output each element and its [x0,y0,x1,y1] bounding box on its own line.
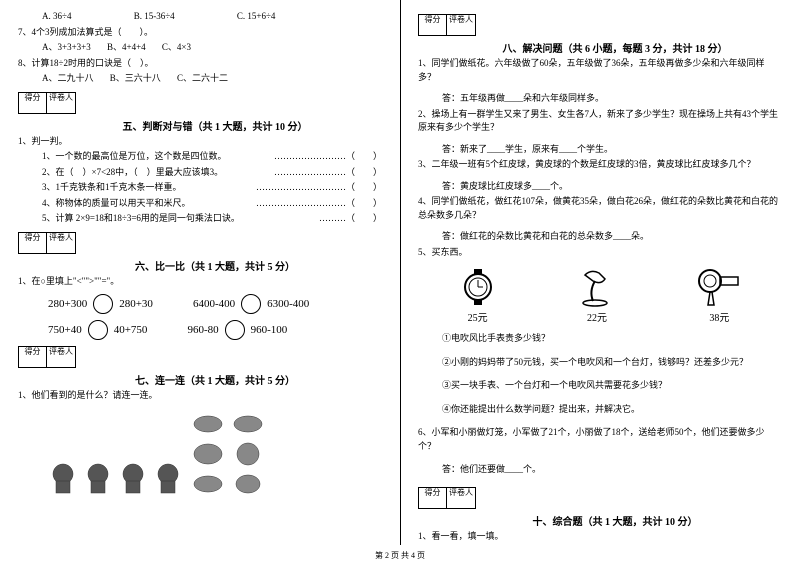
item-lamp: 22元 [575,267,619,324]
section-6-head: 得分 评卷人 [18,232,382,254]
q4-ans: 答：做红花的朵数比黄花和白花的总朵数多____朵。 [418,230,782,244]
score-box: 得分 评卷人 [418,487,476,509]
q6-ans: 答：他们还要做____个。 [418,463,782,477]
cmp-left: 750+40 [48,324,82,336]
score-label: 得分 [419,15,446,25]
q5-sub-1: ①电吹风比手表贵多少钱？ [418,332,782,346]
section-5-head: 得分 评卷人 [18,92,382,114]
grader-label: 评卷人 [47,347,75,357]
page-footer: 第 2 页 共 4 页 [0,550,800,561]
right-column: 得分 评卷人 八、解决问题（共 6 小题，每题 3 分，共计 18 分） 1、同… [400,0,800,545]
q7: 7、4个3列成加法算式是（ ）。 [18,26,382,40]
grader-label: 评卷人 [447,488,475,498]
q8-options: A、二九十八 B、三六十八 C、二六十二 [18,72,382,86]
section-10-title: 十、综合题（共 1 大题，共计 10 分） [448,513,782,528]
price-label: 22元 [575,309,619,324]
opt-c: C. 15+6÷4 [237,11,276,21]
q8: 8、计算18÷2时用的口诀是（ ）。 [18,57,382,71]
sec5-item-2: 2、在（ ）×7<28中，（ ）里最大应该填3。……………………（ ） [18,166,382,180]
opt-b: B、三六十八 [110,73,161,83]
q1: 1、同学们做纸花。六年级做了60朵，五年级做了36朵，五年级再做多少朵和六年级同… [418,57,782,84]
section-7-head: 得分 评卷人 [18,346,382,368]
cmp-right: 960-100 [251,324,288,336]
score-box: 得分 评卷人 [418,14,476,36]
compare-circle[interactable] [88,320,108,340]
cmp-left: 960-80 [187,324,218,336]
compare-circle[interactable] [241,294,261,314]
sec7-q: 1、他们看到的是什么？请连一连。 [18,389,382,403]
sec5-item-3: 3、1千克铁条和1千克木条一样重。…………………………（ ） [18,181,382,195]
price-label: 38元 [694,309,744,324]
sec5-q: 1、判一判。 [18,135,382,149]
q7-options: A、3+3+3+3 B、4+4+4 C、4×3 [18,41,382,55]
item-watch: 25元 [456,267,500,324]
section-8-title: 八、解决问题（共 6 小题，每题 3 分，共计 18 分） [448,40,782,55]
sec10-q: 1、看一看，填一填。 [418,530,782,544]
item-dryer: 38元 [694,267,744,324]
paren: ……………………（ ） [274,166,382,180]
watch-icon [456,267,500,307]
opt-a: A. 36÷4 [42,11,71,21]
score-box: 得分 评卷人 [18,346,76,368]
q3-ans: 答：黄皮球比红皮球多____个。 [418,180,782,194]
q5: 5、买东西。 [418,246,782,260]
section-10-head: 得分 评卷人 [418,487,782,509]
grader-label: 评卷人 [447,15,475,25]
compare-row-1: 280+300 280+30 6400-400 6300-400 [48,294,382,314]
paren: ………（ ） [319,212,382,226]
cmp-right: 280+30 [119,298,153,310]
score-label: 得分 [419,488,446,498]
q1-ans: 答：五年级再做____朵和六年级同样多。 [418,92,782,106]
connect-image [38,409,382,501]
opt-a: A、3+3+3+3 [42,42,91,52]
q5-sub-4: ④你还能提出什么数学问题？提出来，并解决它。 [418,403,782,417]
score-box: 得分 评卷人 [18,232,76,254]
paren: …………………………（ ） [256,181,382,195]
opt-a: A、二九十八 [42,73,94,83]
section-5-title: 五、判断对与错（共 1 大题，共计 10 分） [48,118,382,133]
cmp-right: 40+750 [114,324,148,336]
compare-circle[interactable] [225,320,245,340]
sec5-item-1: 1、一个数的最高位是万位，这个数是四位数。……………………（ ） [18,150,382,164]
price-label: 25元 [456,309,500,324]
opt-b: B、4+4+4 [107,42,146,52]
dryer-icon [694,267,744,307]
grader-label: 评卷人 [47,233,75,243]
paren: …………………………（ ） [256,197,382,211]
q2: 2、操场上有一群学生又来了男生、女生各7人，新来了多少学生？现在操场上共有43个… [418,108,782,135]
left-column: A. 36÷4 B. 15-36÷4 C. 15+6÷4 7、4个3列成加法算式… [0,0,400,545]
sec5-item-4: 4、称物体的质量可以用天平和米尺。…………………………（ ） [18,197,382,211]
grader-label: 评卷人 [47,93,75,103]
sec5-item-5: 5、计算 2×9=18和18÷3=6用的是同一句乘法口诀。………（ ） [18,212,382,226]
cmp-right: 6300-400 [267,298,309,310]
score-label: 得分 [19,233,46,243]
paren: ……………………（ ） [274,150,382,164]
score-label: 得分 [19,347,46,357]
q5-sub-3: ③买一块手表、一个台灯和一个电吹风共需要花多少钱？ [418,379,782,393]
section-8-head: 得分 评卷人 [418,14,782,36]
score-label: 得分 [19,93,46,103]
opt-c: C、二六十二 [177,73,228,83]
q5-sub-2: ②小刚的妈妈带了50元钱，买一个电吹风和一个台灯，钱够吗？还差多少元？ [418,356,782,370]
sec6-q: 1、在○里填上"<"">""="。 [18,275,382,289]
items-row: 25元 22元 38元 [418,267,782,324]
score-box: 得分 评卷人 [18,92,76,114]
q2-ans: 答：新来了____学生，原来有____个学生。 [418,143,782,157]
opt-c: C、4×3 [162,42,191,52]
section-6-title: 六、比一比（共 1 大题，共计 5 分） [48,258,382,273]
q6-options: A. 36÷4 B. 15-36÷4 C. 15+6÷4 [18,10,382,24]
compare-circle[interactable] [93,294,113,314]
cmp-left: 280+300 [48,298,87,310]
cmp-left: 6400-400 [193,298,235,310]
lamp-icon [575,267,619,307]
compare-row-2: 750+40 40+750 960-80 960-100 [48,320,382,340]
q6: 6、小军和小丽做灯笼，小军做了21个，小丽做了18个，送给老师50个，他们还要做… [418,426,782,453]
q3: 3、二年级一班有5个红皮球，黄皮球的个数是红皮球的3倍，黄皮球比红皮球多几个？ [418,158,782,172]
q4: 4、同学们做纸花，做红花107朵，做黄花35朵，做白花26朵，做红花的朵数比黄花… [418,195,782,222]
opt-b: B. 15-36÷4 [134,11,175,21]
section-7-title: 七、连一连（共 1 大题，共计 5 分） [48,372,382,387]
